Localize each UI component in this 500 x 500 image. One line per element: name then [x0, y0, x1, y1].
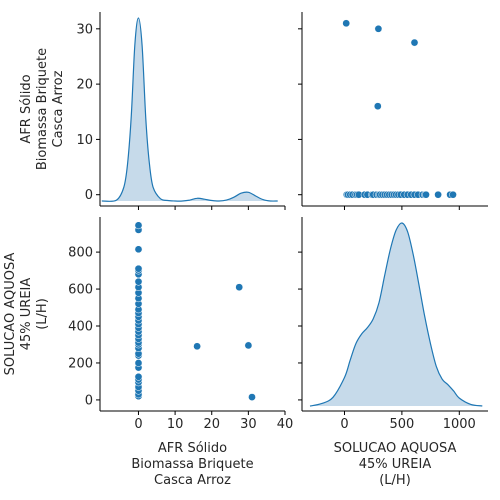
scatter-point — [244, 341, 253, 350]
scatter-point — [134, 359, 143, 367]
panel-var2-kde: 0 500 1000 — [298, 217, 488, 432]
xlabel-var2-line: 45% UREIA — [359, 457, 432, 472]
scatter-point — [422, 190, 430, 199]
panel00-ytick-label: 20 — [76, 78, 93, 93]
scatter-point — [434, 190, 442, 199]
panel00-ytick-label: 0 — [85, 188, 93, 203]
panel-var1-vs-var2-scatter — [298, 12, 488, 210]
panel10-xtick-label: 30 — [240, 417, 257, 432]
panel11-xtick-label: 500 — [389, 417, 414, 432]
ylabel-var2: SOLUCAO AQUOSA45% UREIA(L/H) — [3, 253, 50, 376]
scatter-point — [410, 38, 419, 47]
scatter-point — [134, 277, 143, 286]
var2-kde-area — [310, 222, 483, 406]
panel10-ytick-label: 600 — [68, 283, 93, 298]
xlabel-var1-line: AFR Sólido — [158, 441, 227, 456]
panel10-ytick-label: 0 — [85, 393, 93, 408]
scatter-point — [134, 264, 143, 273]
panel-var1-kde: 0 10 20 30 — [76, 12, 286, 210]
var1-kde-line — [101, 17, 278, 202]
var1-kde-area — [101, 18, 278, 202]
panel00-ytick-label: 10 — [76, 133, 93, 148]
ylabel-var1: AFR SólidoBiomassa BriqueteCasca Arroz — [19, 48, 66, 170]
panel10-xtick-label: 40 — [277, 417, 294, 432]
ylabel-var2-line: SOLUCAO AQUOSA — [3, 253, 18, 376]
panel10-xtick-label: 10 — [167, 417, 184, 432]
xlabel-var2: SOLUCAO AQUOSA 45% UREIA (L/H) — [334, 441, 457, 488]
xlabel-var1: AFR Sólido Biomassa Briquete Casca Arroz — [131, 441, 253, 488]
scatter-point — [193, 342, 201, 351]
panel10-xtick-label: 0 — [134, 417, 142, 432]
panel10-ytick-label: 400 — [68, 320, 93, 335]
scatter-point — [248, 393, 256, 401]
xlabel-var1-line: Casca Arroz — [154, 473, 231, 488]
ylabel-var1-line: Casca Arroz — [51, 70, 66, 147]
axis-labels: AFR Sólido Biomassa Briquete Casca ArrozSO… — [3, 48, 456, 488]
var2-kde-line — [309, 222, 483, 407]
scatter-point — [134, 221, 143, 230]
scatter-point — [449, 190, 457, 199]
panel10-ytick-label: 200 — [68, 356, 93, 371]
ylabel-var2-line: 45% UREIA — [19, 278, 34, 351]
panel00-ytick-label: 30 — [76, 22, 93, 37]
panel11-xtick-label: 1000 — [443, 417, 476, 432]
xlabel-var2-line: SOLUCAO AQUOSA — [334, 441, 457, 456]
panel10-ytick-label: 800 — [68, 246, 93, 261]
xlabel-var2-line: (L/H) — [379, 473, 411, 488]
panel11-xtick-label: 0 — [340, 417, 348, 432]
scatter-point — [374, 24, 383, 33]
scatter-point — [134, 372, 143, 381]
xlabel-var1-line: Biomassa Briquete — [131, 457, 253, 472]
ylabel-var1-line: Biomassa Briquete — [35, 48, 50, 170]
scatter-point — [373, 102, 382, 111]
scatter-point — [342, 19, 351, 28]
scatter-point — [134, 245, 143, 254]
panel10-xtick-label: 20 — [203, 417, 220, 432]
scatter-point — [235, 283, 244, 292]
panel-var2-vs-var1-scatter: 0 200 400 600 800 0 10 20 30 40 — [68, 217, 293, 432]
ylabel-var1-line: AFR Sólido — [19, 74, 34, 143]
ylabel-var2-line: (L/H) — [35, 298, 50, 330]
